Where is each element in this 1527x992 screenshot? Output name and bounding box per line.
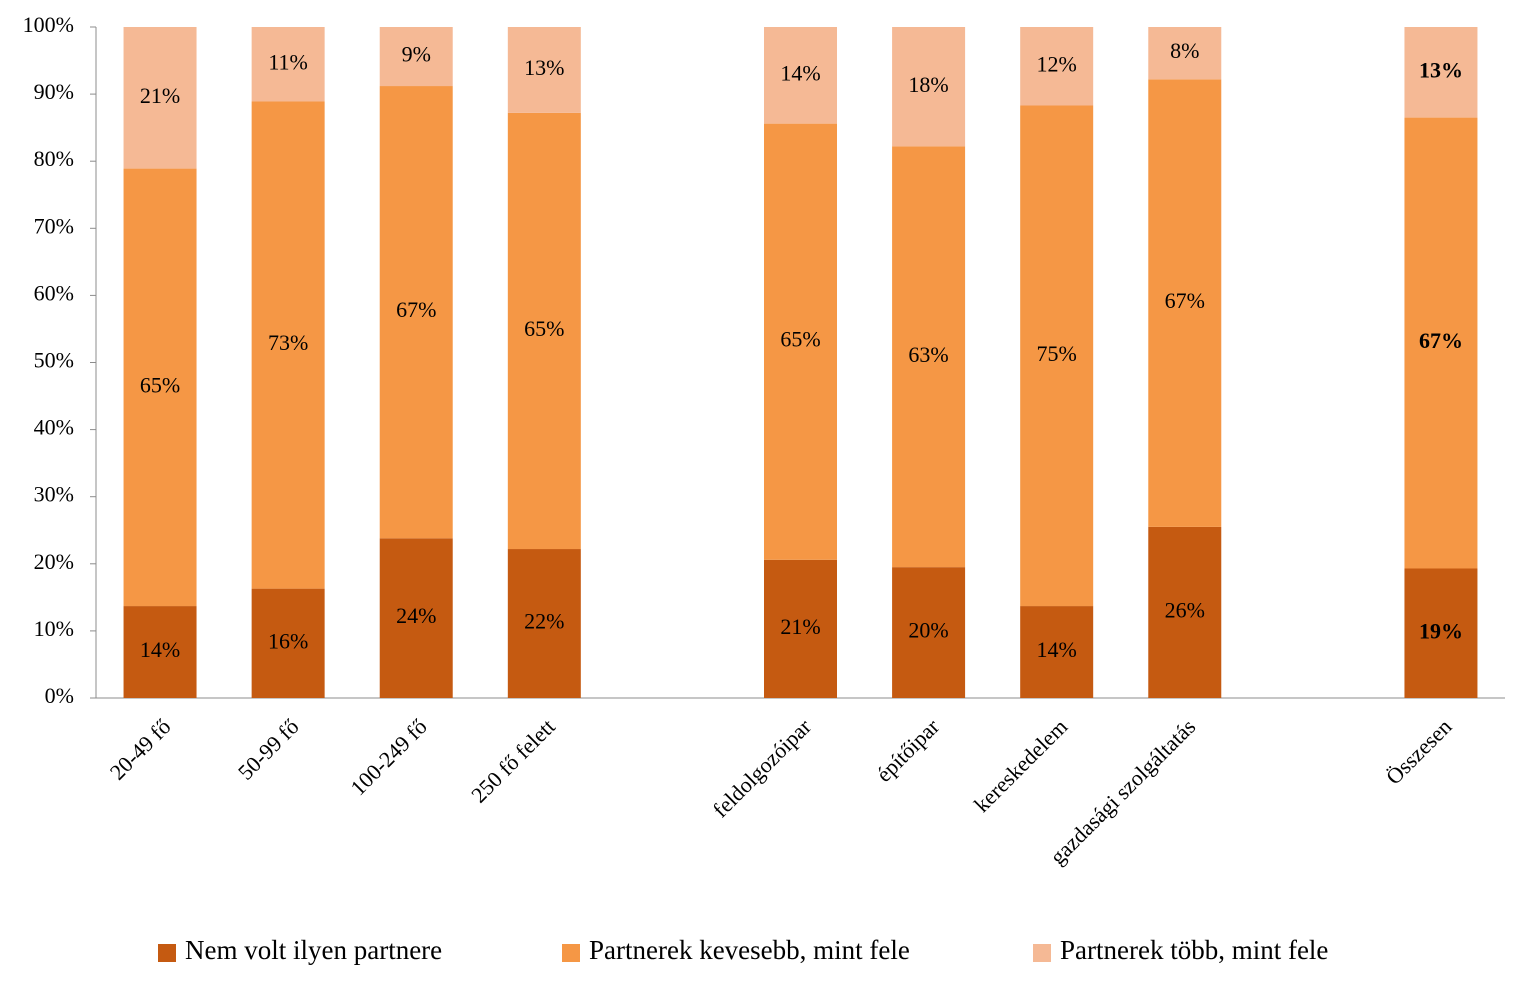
x-category-label: gazdasági szolgáltatás [1045, 714, 1200, 869]
y-tick-label: 30% [34, 482, 74, 507]
legend-swatch [1033, 944, 1051, 962]
chart-bars [123, 27, 1478, 698]
bar-segment [764, 27, 837, 124]
legend-label: Partnerek több, mint fele [1060, 935, 1328, 965]
data-label: 16% [268, 628, 308, 653]
legend-label: Nem volt ilyen partnere [185, 935, 442, 965]
bar-segment [379, 538, 453, 698]
data-label: 14% [780, 60, 820, 85]
data-label: 67% [1419, 328, 1463, 353]
bar-segment [251, 588, 325, 698]
legend-swatch [158, 944, 176, 962]
chart-axes: 0% 10% 20% 30% 40% 50% 60% 70% 80% 90% 100% [23, 12, 1505, 708]
bar-segment [507, 112, 581, 550]
y-tick-label: 80% [34, 146, 74, 171]
y-tick-label: 40% [34, 415, 74, 440]
bar-segment [379, 27, 453, 87]
data-label: 21% [140, 83, 180, 108]
y-tick-label: 10% [34, 616, 74, 641]
bar-segment [1020, 105, 1094, 607]
bar-segment [251, 27, 325, 102]
x-category-label: 20-49 fő [105, 714, 176, 785]
data-label: 8% [1170, 38, 1199, 63]
bar-segment [1148, 526, 1222, 698]
data-label: 65% [780, 327, 820, 352]
data-label: 65% [140, 372, 180, 397]
bar-segment [507, 27, 581, 113]
data-label: 22% [524, 609, 564, 634]
bar-segment [764, 123, 837, 560]
data-label: 11% [268, 49, 308, 74]
chart-category-labels: 20-49 fő 50-99 fő 100-249 fő 250 fő felett f… [105, 713, 1457, 869]
y-tick-label: 100% [23, 12, 74, 37]
y-tick-label: 70% [34, 213, 74, 238]
x-category-label: Összesen [1381, 714, 1457, 790]
bar-segment [251, 101, 325, 589]
y-tick-label: 90% [34, 79, 74, 104]
x-category-label: feldolgozóipar [708, 713, 817, 822]
x-category-label: építőipar [871, 713, 944, 786]
bar-segment [123, 606, 197, 698]
data-label: 19% [1419, 618, 1463, 643]
data-label: 65% [524, 316, 564, 341]
y-tick-label: 60% [34, 280, 74, 305]
bar-segment [892, 146, 966, 568]
data-label: 13% [524, 55, 564, 80]
data-label: 20% [908, 618, 948, 643]
data-label: 13% [1419, 57, 1463, 82]
legend-swatch [562, 944, 580, 962]
data-label: 63% [908, 342, 948, 367]
bar-segment [123, 168, 197, 607]
bar-segment [764, 559, 837, 698]
y-tick-label: 0% [45, 683, 74, 708]
chart-data-labels: 14% 65% 21% 16% 73% 11% 24% 67% 9% 22% 65% 13% 21% 65… [140, 38, 1463, 662]
bar-segment [1148, 27, 1222, 80]
bar-segment [123, 27, 197, 169]
data-label: 12% [1037, 51, 1077, 76]
bar-segment [1404, 27, 1478, 118]
data-label: 14% [140, 637, 180, 662]
bar-segment [1404, 568, 1478, 698]
data-label: 67% [396, 297, 436, 322]
legend-label: Partnerek kevesebb, mint fele [589, 935, 910, 965]
bar-segment [1020, 606, 1094, 698]
data-label: 67% [1165, 288, 1205, 313]
y-tick-label: 50% [34, 348, 74, 373]
x-category-label: 50-99 fő [233, 714, 304, 785]
data-label: 26% [1165, 597, 1205, 622]
data-label: 9% [402, 42, 431, 67]
x-category-label: kereskedelem [969, 714, 1072, 817]
bar-segment [1020, 27, 1094, 106]
bar-segment [507, 549, 581, 698]
bar-segment [892, 27, 966, 147]
data-label: 24% [396, 603, 436, 628]
bar-segment [379, 86, 453, 539]
bar-segment [1148, 79, 1222, 527]
x-category-label: 100-249 fő [345, 714, 431, 800]
data-label: 73% [268, 330, 308, 355]
bar-segment [1404, 117, 1478, 569]
data-label: 75% [1037, 341, 1077, 366]
data-label: 14% [1037, 637, 1077, 662]
chart-legend: Nem volt ilyen partnere Partnerek keveseb… [158, 935, 1328, 965]
x-category-label: 250 fő felett [466, 714, 560, 808]
bar-segment [892, 567, 966, 698]
data-label: 18% [908, 72, 948, 97]
data-label: 21% [780, 614, 820, 639]
y-tick-label: 20% [34, 549, 74, 574]
